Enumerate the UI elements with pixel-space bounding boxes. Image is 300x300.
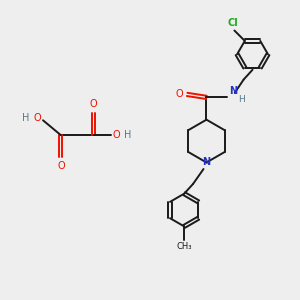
Text: O: O	[57, 161, 64, 171]
Text: Cl: Cl	[228, 18, 238, 28]
Text: O: O	[176, 89, 183, 99]
Text: CH₃: CH₃	[176, 242, 192, 251]
Text: N: N	[202, 158, 211, 167]
Text: O: O	[113, 130, 121, 140]
Text: O: O	[90, 99, 97, 109]
Text: N: N	[229, 86, 237, 96]
Text: H: H	[238, 95, 245, 104]
Text: O: O	[33, 113, 41, 124]
Text: H: H	[124, 130, 131, 140]
Text: H: H	[22, 113, 30, 124]
